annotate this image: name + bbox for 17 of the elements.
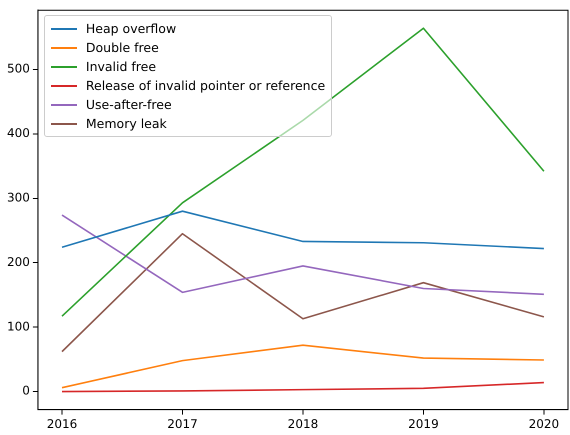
x-tick-label: 2018 xyxy=(288,416,318,431)
x-tick-label: 2016 xyxy=(46,416,78,431)
legend-label: Memory leak xyxy=(86,116,167,132)
x-tick-label: 2019 xyxy=(408,416,439,431)
y-tick-label: 500 xyxy=(7,62,30,76)
y-tick-label: 100 xyxy=(7,319,30,334)
legend-label: Double free xyxy=(86,40,159,56)
legend-label: Use-after-free xyxy=(86,97,172,112)
y-tick-label: 0 xyxy=(22,384,30,398)
x-tick-label: 2020 xyxy=(528,416,560,431)
legend-label: Release of invalid pointer or reference xyxy=(86,78,326,94)
x-tick-label: 2017 xyxy=(167,416,198,431)
y-tick-label: 400 xyxy=(7,126,30,140)
y-tick-label: 300 xyxy=(7,190,30,204)
y-tick-label: 200 xyxy=(7,254,30,269)
legend-label: Invalid free xyxy=(86,59,156,74)
legend-label: Heap overflow xyxy=(86,21,176,36)
